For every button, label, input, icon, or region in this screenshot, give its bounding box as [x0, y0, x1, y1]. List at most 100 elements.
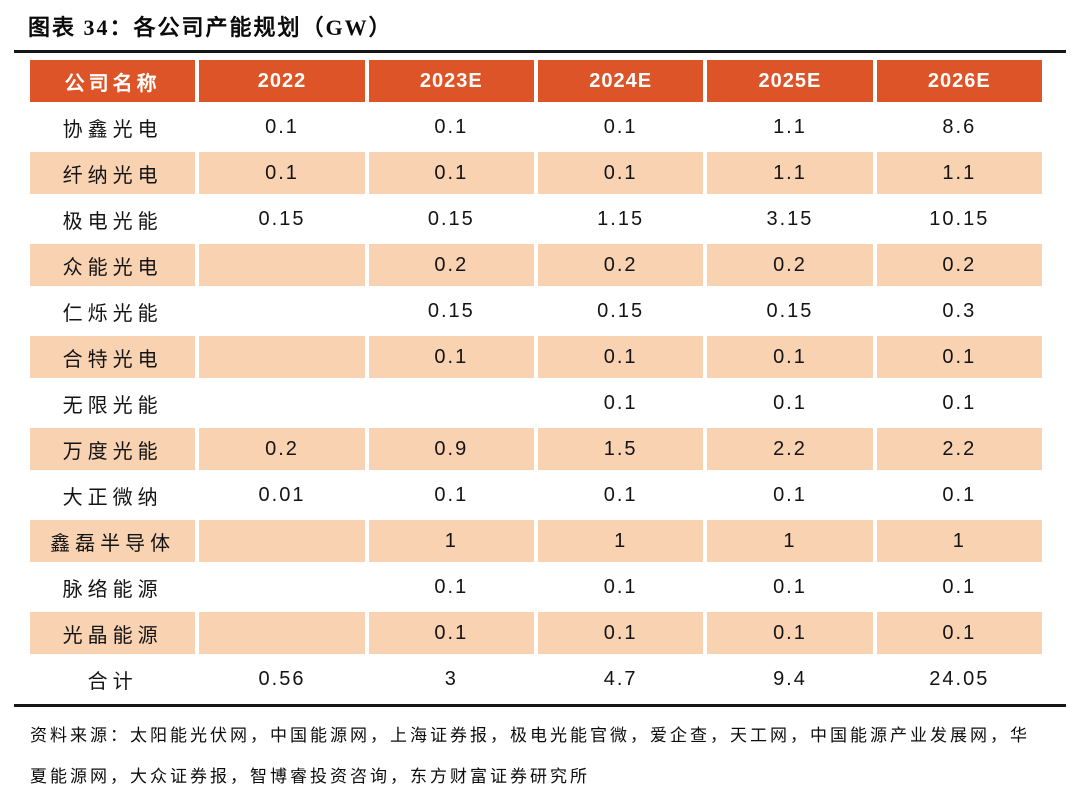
company-name-cell: 脉络能源	[30, 566, 196, 608]
value-cell: 0.1	[537, 152, 704, 194]
table-row: 合特光电 0.1 0.1 0.1 0.1	[30, 336, 1042, 378]
table-row: 无限光能 0.1 0.1 0.1	[30, 382, 1042, 424]
value-cell: 0.2	[537, 244, 704, 286]
value-cell: 3.15	[707, 198, 873, 240]
value-cell: 0.1	[707, 336, 873, 378]
value-cell: 0.15	[368, 290, 534, 332]
table-row: 大正微纳 0.01 0.1 0.1 0.1 0.1	[30, 474, 1042, 516]
value-cell: 0.1	[537, 336, 704, 378]
value-cell: 1.1	[707, 152, 873, 194]
column-header-year: 2023E	[368, 60, 534, 102]
value-cell: 0.15	[707, 290, 873, 332]
value-cell: 0.1	[707, 612, 873, 654]
value-cell: 0.56	[199, 658, 365, 700]
top-rule	[14, 50, 1066, 53]
value-cell: 0.2	[876, 244, 1042, 286]
company-name-cell: 合特光电	[30, 336, 196, 378]
value-cell: 1.1	[707, 106, 873, 148]
value-cell: 0.1	[368, 152, 534, 194]
value-cell	[199, 244, 365, 286]
column-header-year: 2025E	[707, 60, 873, 102]
report-figure-page: 图表 34：各公司产能规划（GW） 公司名称 2022 2023E 2024E 2025…	[0, 10, 1080, 787]
table-row: 光晶能源 0.1 0.1 0.1 0.1	[30, 612, 1042, 654]
value-cell: 0.2	[199, 428, 365, 470]
table-row: 纤纳光电 0.1 0.1 0.1 1.1 1.1	[30, 152, 1042, 194]
column-header-year: 2024E	[537, 60, 704, 102]
value-cell: 0.1	[537, 474, 704, 516]
value-cell: 0.15	[537, 290, 704, 332]
table-header: 公司名称 2022 2023E 2024E 2025E 2026E	[30, 60, 1042, 102]
column-header-company: 公司名称	[30, 60, 196, 102]
value-cell: 1.5	[537, 428, 704, 470]
value-cell: 0.1	[707, 382, 873, 424]
value-cell: 0.1	[707, 474, 873, 516]
value-cell: 0.1	[368, 566, 534, 608]
value-cell: 3	[368, 658, 534, 700]
value-cell: 0.1	[707, 566, 873, 608]
value-cell: 0.1	[537, 106, 704, 148]
value-cell: 0.1	[537, 382, 704, 424]
value-cell	[199, 382, 365, 424]
value-cell: 1	[707, 520, 873, 562]
value-cell: 0.1	[199, 106, 365, 148]
value-cell: 4.7	[537, 658, 704, 700]
company-name-cell: 鑫磊半导体	[30, 520, 196, 562]
value-cell: 2.2	[707, 428, 873, 470]
value-cell: 1	[876, 520, 1042, 562]
company-name-cell: 仁烁光能	[30, 290, 196, 332]
value-cell: 1.15	[537, 198, 704, 240]
value-cell: 2.2	[876, 428, 1042, 470]
table-body: 协鑫光电 0.1 0.1 0.1 1.1 8.6 纤纳光电 0.1 0.1 0.1 1.1 1.1 极电…	[30, 106, 1042, 700]
company-name-cell: 纤纳光电	[30, 152, 196, 194]
value-cell: 0.1	[876, 382, 1042, 424]
column-header-year: 2026E	[876, 60, 1042, 102]
company-name-cell: 众能光电	[30, 244, 196, 286]
value-cell	[199, 566, 365, 608]
table-row: 众能光电 0.2 0.2 0.2 0.2	[30, 244, 1042, 286]
value-cell: 0.15	[199, 198, 365, 240]
company-name-cell: 大正微纳	[30, 474, 196, 516]
value-cell: 24.05	[876, 658, 1042, 700]
figure-title: 图表 34：各公司产能规划（GW）	[28, 15, 393, 40]
table-row: 极电光能 0.15 0.15 1.15 3.15 10.15	[30, 198, 1042, 240]
value-cell: 0.3	[876, 290, 1042, 332]
value-cell: 0.1	[368, 612, 534, 654]
table-row: 万度光能 0.2 0.9 1.5 2.2 2.2	[30, 428, 1042, 470]
company-name-cell: 光晶能源	[30, 612, 196, 654]
value-cell	[368, 382, 534, 424]
value-cell: 0.1	[537, 566, 704, 608]
bottom-rule	[14, 704, 1066, 707]
value-cell: 0.2	[368, 244, 534, 286]
value-cell: 0.1	[876, 336, 1042, 378]
value-cell: 0.1	[368, 336, 534, 378]
value-cell: 10.15	[876, 198, 1042, 240]
company-name-cell: 极电光能	[30, 198, 196, 240]
value-cell: 0.15	[368, 198, 534, 240]
value-cell: 0.1	[368, 106, 534, 148]
table-row: 仁烁光能 0.15 0.15 0.15 0.3	[30, 290, 1042, 332]
table-header-row: 公司名称 2022 2023E 2024E 2025E 2026E	[30, 60, 1042, 102]
value-cell	[199, 520, 365, 562]
value-cell	[199, 336, 365, 378]
table-row: 协鑫光电 0.1 0.1 0.1 1.1 8.6	[30, 106, 1042, 148]
value-cell: 1	[537, 520, 704, 562]
value-cell: 0.1	[876, 474, 1042, 516]
table-total-row: 合计 0.56 3 4.7 9.4 24.05	[30, 658, 1042, 700]
table-row: 鑫磊半导体 1 1 1 1	[30, 520, 1042, 562]
value-cell	[199, 290, 365, 332]
company-name-cell: 合计	[30, 658, 196, 700]
source-note: 资料来源：太阳能光伏网，中国能源网，上海证券报，极电光能官微，爱企查，天工网，中…	[30, 726, 1030, 786]
value-cell: 1.1	[876, 152, 1042, 194]
value-cell: 0.9	[368, 428, 534, 470]
company-name-cell: 协鑫光电	[30, 106, 196, 148]
company-name-cell: 无限光能	[30, 382, 196, 424]
value-cell: 0.1	[876, 566, 1042, 608]
value-cell: 8.6	[876, 106, 1042, 148]
value-cell: 0.1	[876, 612, 1042, 654]
value-cell	[199, 612, 365, 654]
table-row: 脉络能源 0.1 0.1 0.1 0.1	[30, 566, 1042, 608]
company-name-cell: 万度光能	[30, 428, 196, 470]
value-cell: 0.01	[199, 474, 365, 516]
value-cell: 0.2	[707, 244, 873, 286]
value-cell: 0.1	[368, 474, 534, 516]
